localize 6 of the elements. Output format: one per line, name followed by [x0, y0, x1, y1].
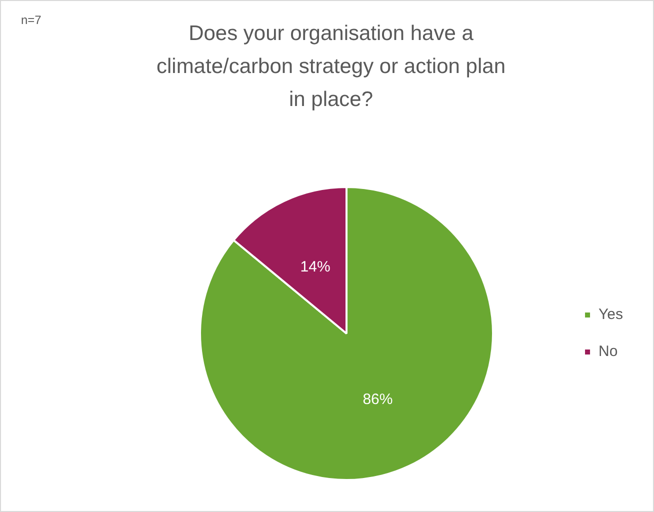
- legend-label: No: [598, 343, 618, 360]
- data-label: 86%: [362, 390, 393, 408]
- legend-label: Yes: [598, 306, 624, 324]
- data-label: 14%: [300, 258, 330, 276]
- chart-title: Does your organisation have a climate/carbon strategy or action plan in place?: [155, 21, 506, 113]
- text: n=7: [21, 13, 42, 27]
